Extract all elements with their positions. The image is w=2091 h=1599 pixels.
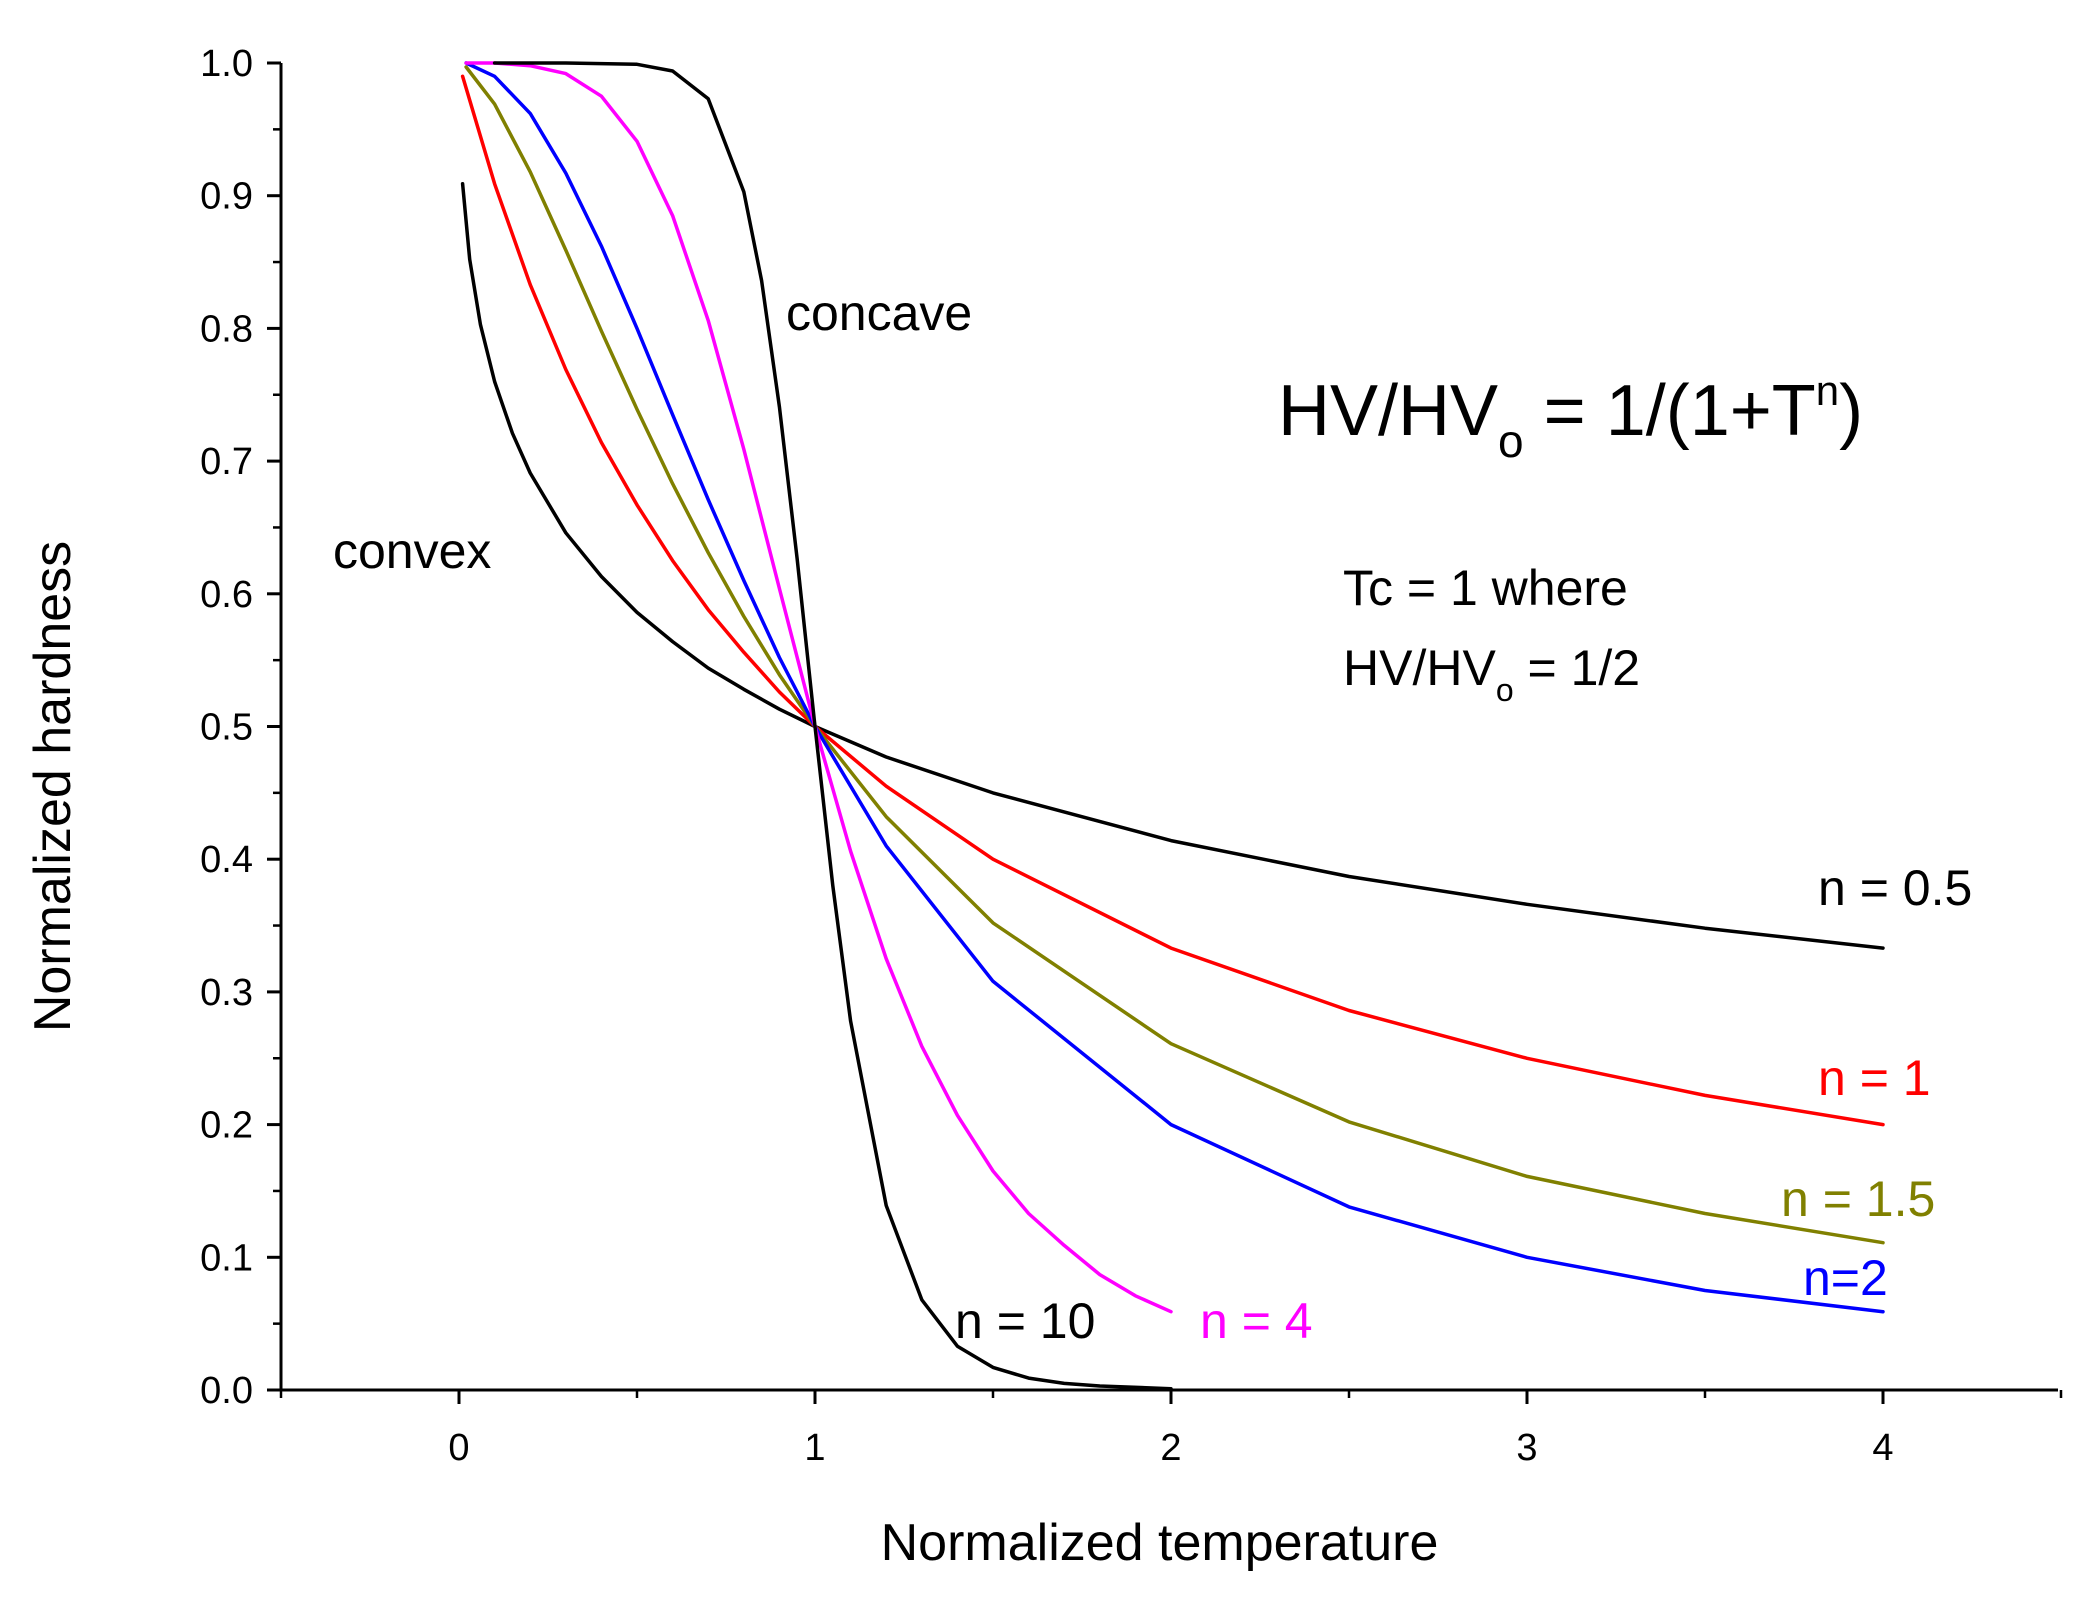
y-tick-label: 0.9 [200,176,253,218]
y-tick-label: 0.3 [200,972,253,1014]
series-label-n05: n = 0.5 [1818,860,1972,916]
tc-line-2-main: HV/HV [1343,640,1496,696]
series-label-n2: n=2 [1803,1250,1888,1306]
x-axis-title: Normalized temperature [881,1514,1439,1572]
x-tick-label: 1 [804,1427,825,1469]
series-line-n15 [464,65,1885,1245]
x-tick-label: 2 [1160,1427,1181,1469]
formula-main: HV/HV [1278,371,1498,451]
convex-annotation: convex [333,523,491,579]
y-axis-title: Normalized hardness [24,541,82,1032]
series-label-n15: n = 1.5 [1781,1171,1935,1227]
series-line-n1 [460,74,1885,1127]
x-tick-label: 4 [1872,1427,1893,1469]
y-tick-label: 0.2 [200,1105,253,1147]
curves [460,61,1885,1391]
tc-line-2: HV/HVo = 1/2 [1343,640,1640,708]
y-tick-label: 0.7 [200,441,253,483]
y-tick-label: 0.0 [200,1370,253,1412]
y-tick-label: 1.0 [200,43,253,85]
formula-sup: n [1816,367,1839,414]
x-tick-label: 0 [448,1427,469,1469]
formula-end: ) [1839,371,1863,451]
ticks: 0.0 0.1 0.2 0.3 0.4 0.5 0.6 0.7 0.8 0.9 1.0 0 1 2 3 4 [200,43,2063,1469]
series-line-n10 [492,61,1173,1391]
y-tick-label: 0.1 [200,1237,253,1279]
series-line-n4 [464,61,1173,1314]
y-tick-label: 0.8 [200,308,253,350]
tc-line-2-end: = 1/2 [1514,640,1641,696]
tc-line-1: Tc = 1 where [1343,560,1628,616]
formula-rest: = 1/(1+T [1524,371,1816,451]
y-tick-label: 0.4 [200,839,253,881]
series-label-n1: n = 1 [1818,1050,1931,1106]
series-line-n05 [460,182,1885,950]
x-tick-label: 3 [1516,1427,1537,1469]
formula: HV/HVo = 1/(1+Tn) [1278,367,1863,467]
series-label-n4: n = 4 [1200,1293,1313,1349]
y-tick-label: 0.5 [200,707,253,749]
series-label-n10: n = 10 [955,1293,1095,1349]
tc-line-2-sub: o [1496,672,1514,708]
formula-sub: o [1498,415,1524,467]
series-line-n2 [464,61,1885,1314]
concave-annotation: concave [786,285,972,341]
y-tick-label: 0.6 [200,574,253,616]
